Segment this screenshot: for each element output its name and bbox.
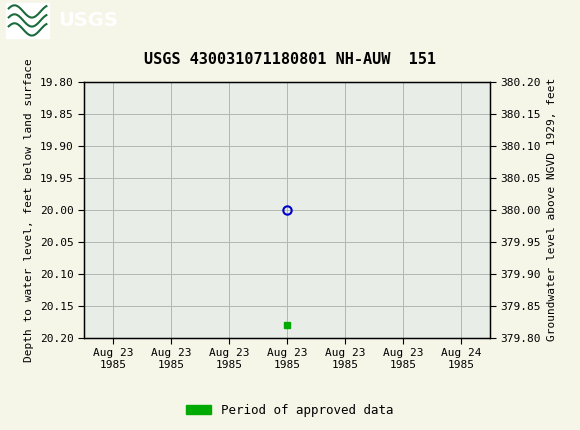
Bar bbox=[6, 3, 49, 37]
Y-axis label: Groundwater level above NGVD 1929, feet: Groundwater level above NGVD 1929, feet bbox=[546, 78, 557, 341]
Text: USGS: USGS bbox=[58, 11, 118, 30]
Text: USGS 430031071180801 NH-AUW  151: USGS 430031071180801 NH-AUW 151 bbox=[144, 52, 436, 67]
Y-axis label: Depth to water level, feet below land surface: Depth to water level, feet below land su… bbox=[24, 58, 34, 362]
Legend: Period of approved data: Period of approved data bbox=[181, 399, 399, 421]
